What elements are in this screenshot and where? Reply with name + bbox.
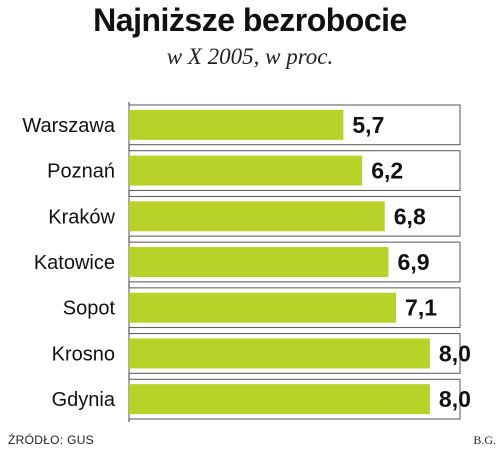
source-note: ŹRÓDŁO: GUS xyxy=(8,433,94,447)
value-label: 8,0 xyxy=(439,340,471,366)
category-label: Warszawa xyxy=(22,115,115,137)
value-label: 6,2 xyxy=(371,158,403,184)
author-credit: B.G. xyxy=(473,433,496,447)
bar-5 xyxy=(129,338,430,369)
bar-4 xyxy=(129,292,397,323)
value-label: 6,8 xyxy=(394,203,426,229)
value-label: 5,7 xyxy=(352,112,384,138)
category-label: Katowice xyxy=(34,252,115,274)
bar-6 xyxy=(129,384,430,415)
value-label: 7,1 xyxy=(405,295,437,321)
bar-0 xyxy=(129,109,344,140)
bar-2 xyxy=(129,201,385,232)
value-label: 8,0 xyxy=(439,386,471,412)
value-label: 6,9 xyxy=(398,249,430,275)
bar-3 xyxy=(129,247,389,277)
category-label: Gdynia xyxy=(52,389,116,411)
chart-subtitle: w X 2005, w proc. xyxy=(166,44,334,69)
category-label: Sopot xyxy=(63,298,116,320)
category-label: Krosno xyxy=(52,343,115,365)
category-label: Kraków xyxy=(48,206,115,228)
chart-title: Najniższe bezrobocie xyxy=(93,2,407,38)
bar-1 xyxy=(129,155,363,186)
category-label: Poznań xyxy=(47,161,115,183)
